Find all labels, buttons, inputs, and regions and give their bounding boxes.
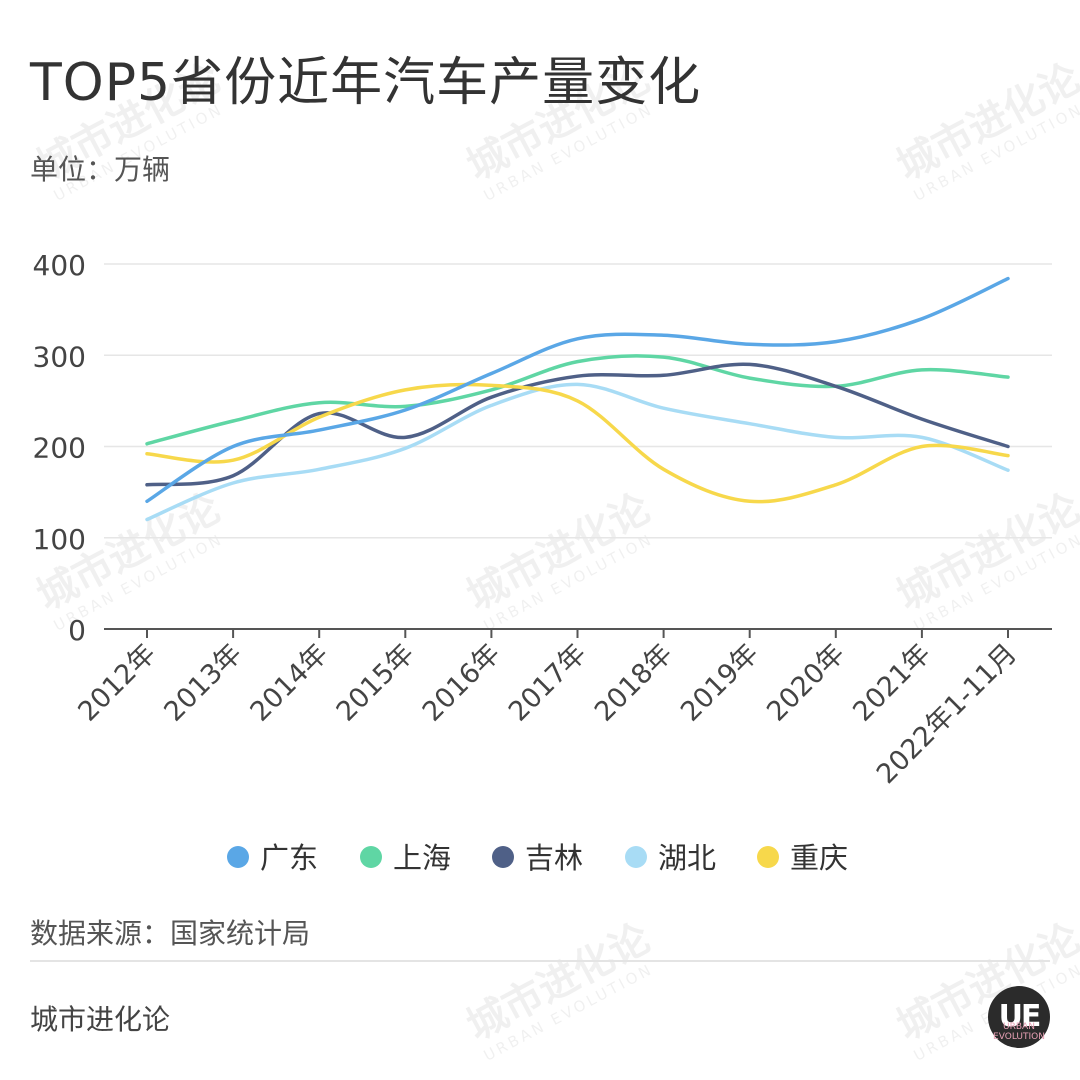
y-tick-label: 100 [33, 523, 86, 556]
series-layer [145, 276, 1010, 522]
grid-layer [104, 263, 1052, 539]
brand-logo: UE URBAN EVOLUTION [988, 986, 1050, 1048]
legend-marker [625, 846, 647, 868]
divider [30, 960, 1050, 962]
series-line [145, 382, 1010, 522]
y-tick-label: 200 [33, 432, 86, 465]
x-tick-label: 2015年 [331, 638, 421, 728]
legend-label: 上海 [393, 841, 451, 875]
chart-title: TOP5省份近年汽车产量变化 [30, 53, 702, 113]
brand-label: 城市进化论 [30, 1003, 171, 1036]
x-tick-label: 2017年 [503, 638, 593, 728]
legend: 广东 上海 吉林 湖北 重庆 [227, 841, 848, 875]
series-line [145, 362, 1010, 487]
x-tick-label: 2021年 [847, 638, 937, 728]
y-tick-label: 0 [68, 614, 86, 647]
x-tick-label: 2019年 [675, 638, 765, 728]
series-line [145, 354, 1010, 446]
y-tick-label: 400 [33, 249, 86, 282]
x-tick-label: 2018年 [589, 638, 679, 728]
legend-label: 重庆 [790, 841, 848, 875]
legend-marker [757, 846, 779, 868]
source-label: 数据来源：国家统计局 [30, 917, 311, 950]
y-tick-label: 300 [33, 340, 86, 373]
x-tick-label: 2013年 [158, 638, 248, 728]
unit-label: 单位：万辆 [30, 153, 171, 186]
legend-marker [492, 846, 514, 868]
x-tick-label: 2012年 [72, 638, 162, 728]
axis-layer: 01002003004002012年2013年2014年2015年2016年20… [33, 249, 1052, 790]
x-tick-label: 2016年 [417, 638, 507, 728]
logo-subtext: URBAN EVOLUTION [993, 1022, 1045, 1042]
logo-text: UE [998, 999, 1042, 1034]
series-line [145, 276, 1010, 504]
legend-marker [360, 846, 382, 868]
x-tick-label: 2014年 [245, 638, 335, 728]
x-tick-label: 2020年 [761, 638, 851, 728]
legend-label: 广东 [260, 841, 318, 875]
legend-marker [227, 846, 249, 868]
legend-label: 吉林 [525, 841, 583, 875]
series-line [145, 382, 1010, 504]
legend-label: 湖北 [658, 841, 716, 875]
